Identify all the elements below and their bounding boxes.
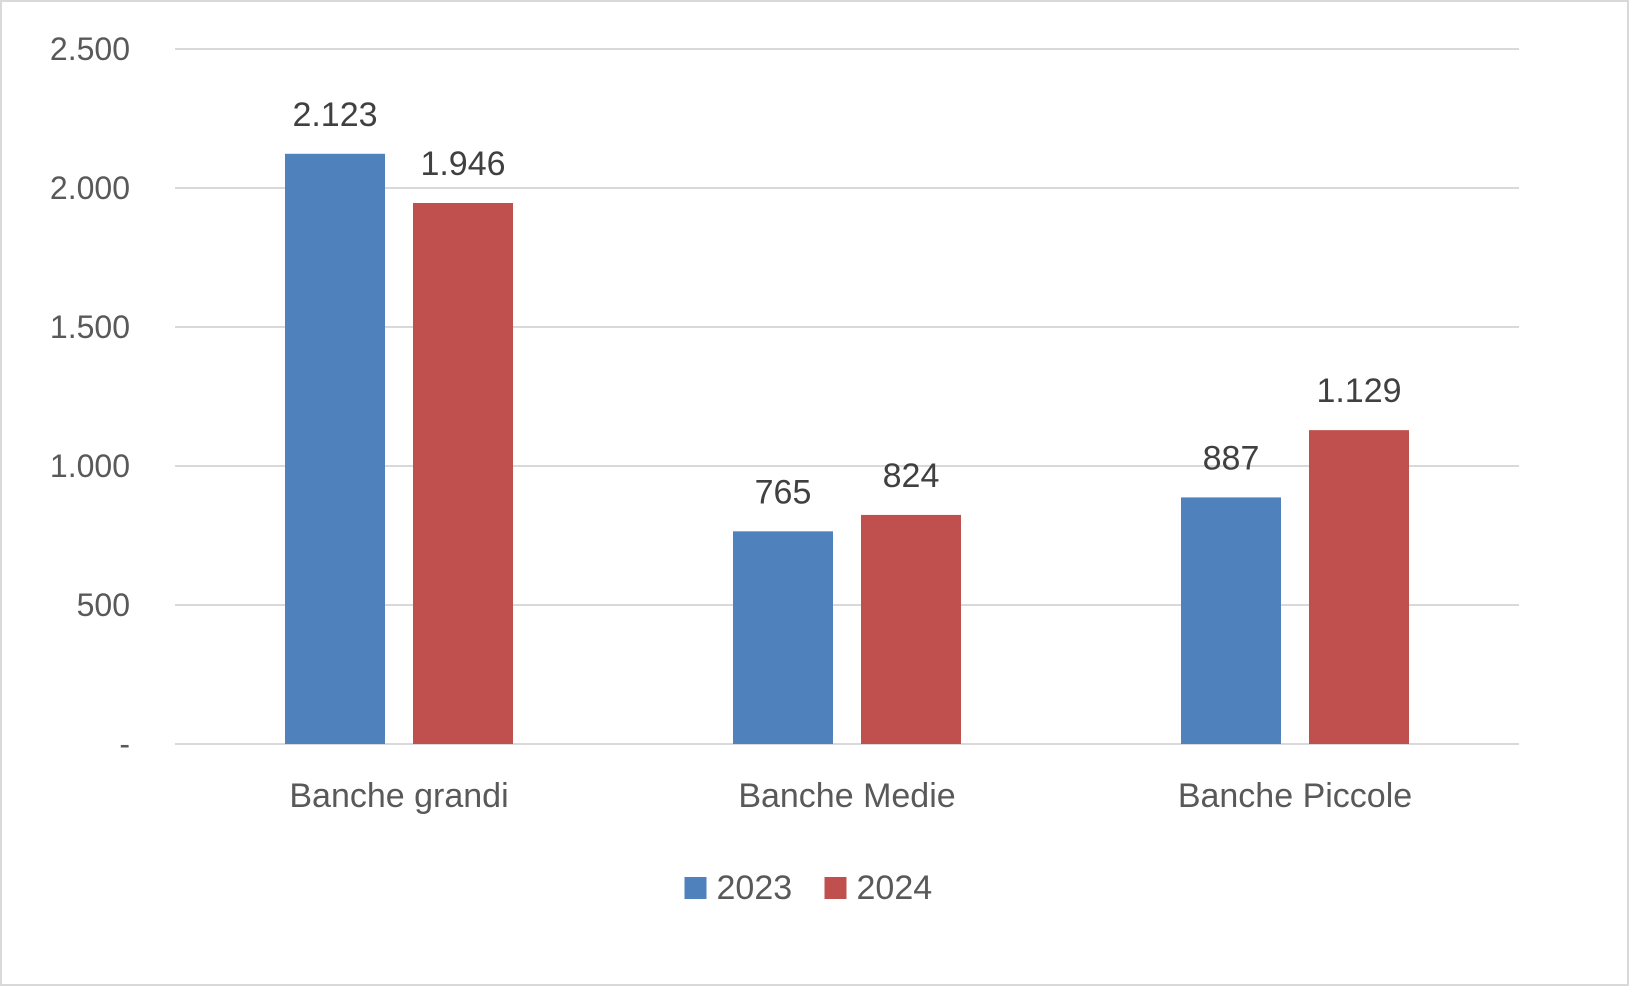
data-label: 887 — [1203, 439, 1260, 477]
legend-label: 2023 — [717, 869, 793, 907]
x-category-label: Banche Medie — [738, 777, 955, 815]
bar-2024-banche-medie — [861, 514, 961, 744]
data-labels: 2.123 1.946 765 824 887 1.129 — [292, 96, 1401, 512]
data-label: 1.129 — [1316, 372, 1401, 410]
y-axis-tick-labels: - 500 1.000 1.500 2.000 2.500 — [50, 31, 130, 762]
x-category-label: Banche Piccole — [1178, 777, 1412, 815]
y-tick-label: 500 — [77, 587, 130, 623]
bars — [285, 153, 1409, 745]
y-tick-label: 2.500 — [50, 31, 130, 67]
bar-2024-banche-piccole — [1309, 430, 1409, 744]
x-category-label: Banche grandi — [289, 777, 508, 815]
legend-swatch-2024 — [824, 877, 847, 899]
y-tick-label: 2.000 — [50, 170, 130, 206]
data-label: 1.946 — [420, 145, 505, 183]
y-tick-label: - — [119, 726, 130, 762]
data-label: 824 — [883, 457, 940, 495]
bar-2023-banche-piccole — [1181, 497, 1281, 744]
bar-2024-banche-grandi — [413, 203, 513, 745]
legend: 2023 2024 — [684, 869, 933, 907]
x-axis-category-labels: Banche grandi Banche Medie Banche Piccole — [289, 777, 1412, 815]
y-tick-label: 1.000 — [50, 448, 130, 484]
bar-2023-banche-medie — [733, 531, 833, 744]
legend-swatch-2023 — [684, 877, 707, 899]
bar-2023-banche-grandi — [285, 153, 385, 744]
y-tick-label: 1.500 — [50, 309, 130, 345]
legend-label: 2024 — [857, 869, 933, 907]
data-label: 765 — [755, 473, 812, 511]
data-label: 2.123 — [292, 96, 377, 134]
gridlines — [175, 48, 1519, 745]
